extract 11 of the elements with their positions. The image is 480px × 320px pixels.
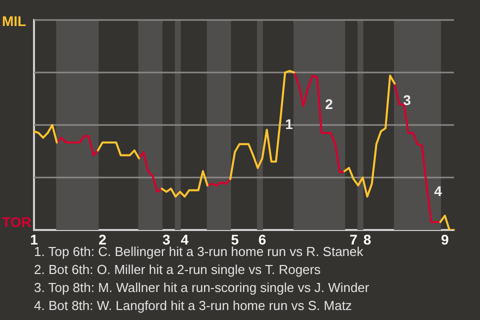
annotation: 3 [403,92,411,108]
annotation: 4 [434,183,442,199]
text: 3. Top 8th: M. Wallner hit a run-scoring single vs J. Winder [34,279,370,297]
x-tick-label: 8 [363,231,372,248]
annotation: 2 [325,96,333,112]
text: TOR [2,214,32,230]
text: 4. Bot 8th: W. Langford hit a 3-run home run vs S. Matz [34,297,353,315]
text: MIL [2,13,26,29]
annotation: 1 [285,116,293,132]
x-tick-label: 9 [440,231,449,248]
text: 2. Bot 6th: O. Miller hit a 2-run single vs T. Rogers [34,261,322,279]
